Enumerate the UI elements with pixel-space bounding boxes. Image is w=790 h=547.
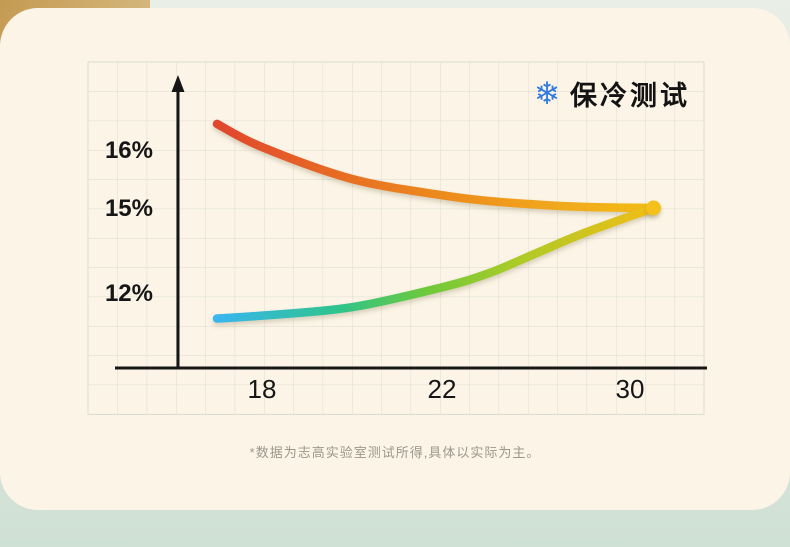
- axes: [115, 75, 707, 370]
- y-axis-arrow-icon: [171, 75, 185, 92]
- grid: [87, 61, 705, 415]
- x-tick-label-18: 18: [248, 374, 277, 404]
- series-upper-red-to-gold: [212, 119, 658, 213]
- x-tick-label-22: 22: [428, 374, 457, 404]
- x-tick-label-30: 30: [616, 374, 645, 404]
- convergence-dot: [646, 200, 661, 216]
- series-lower-cyan-to-gold: [212, 203, 658, 323]
- series-layer: [212, 119, 661, 323]
- x-tick-labels: 18 22 30: [248, 374, 645, 404]
- chart-title-text: 保冷测试: [570, 81, 690, 111]
- chart-title: ❄ 保冷测试: [534, 74, 690, 113]
- y-tick-label-16: 16%: [105, 137, 153, 164]
- y-tick-label-12: 12%: [105, 280, 153, 307]
- cooling-test-chart: 16% 15% 12% 18 22 30: [87, 61, 707, 415]
- y-tick-label-15: 15%: [105, 195, 153, 222]
- chart-card: 16% 15% 12% 18 22 30 ❄ 保冷测试 *数据为志高实验室测试所…: [0, 8, 790, 510]
- footnote: *数据为志高实验室测试所得,具体以实际为主。: [249, 445, 541, 460]
- snowflake-icon: ❄: [534, 76, 560, 111]
- y-tick-labels: 16% 15% 12%: [105, 137, 153, 307]
